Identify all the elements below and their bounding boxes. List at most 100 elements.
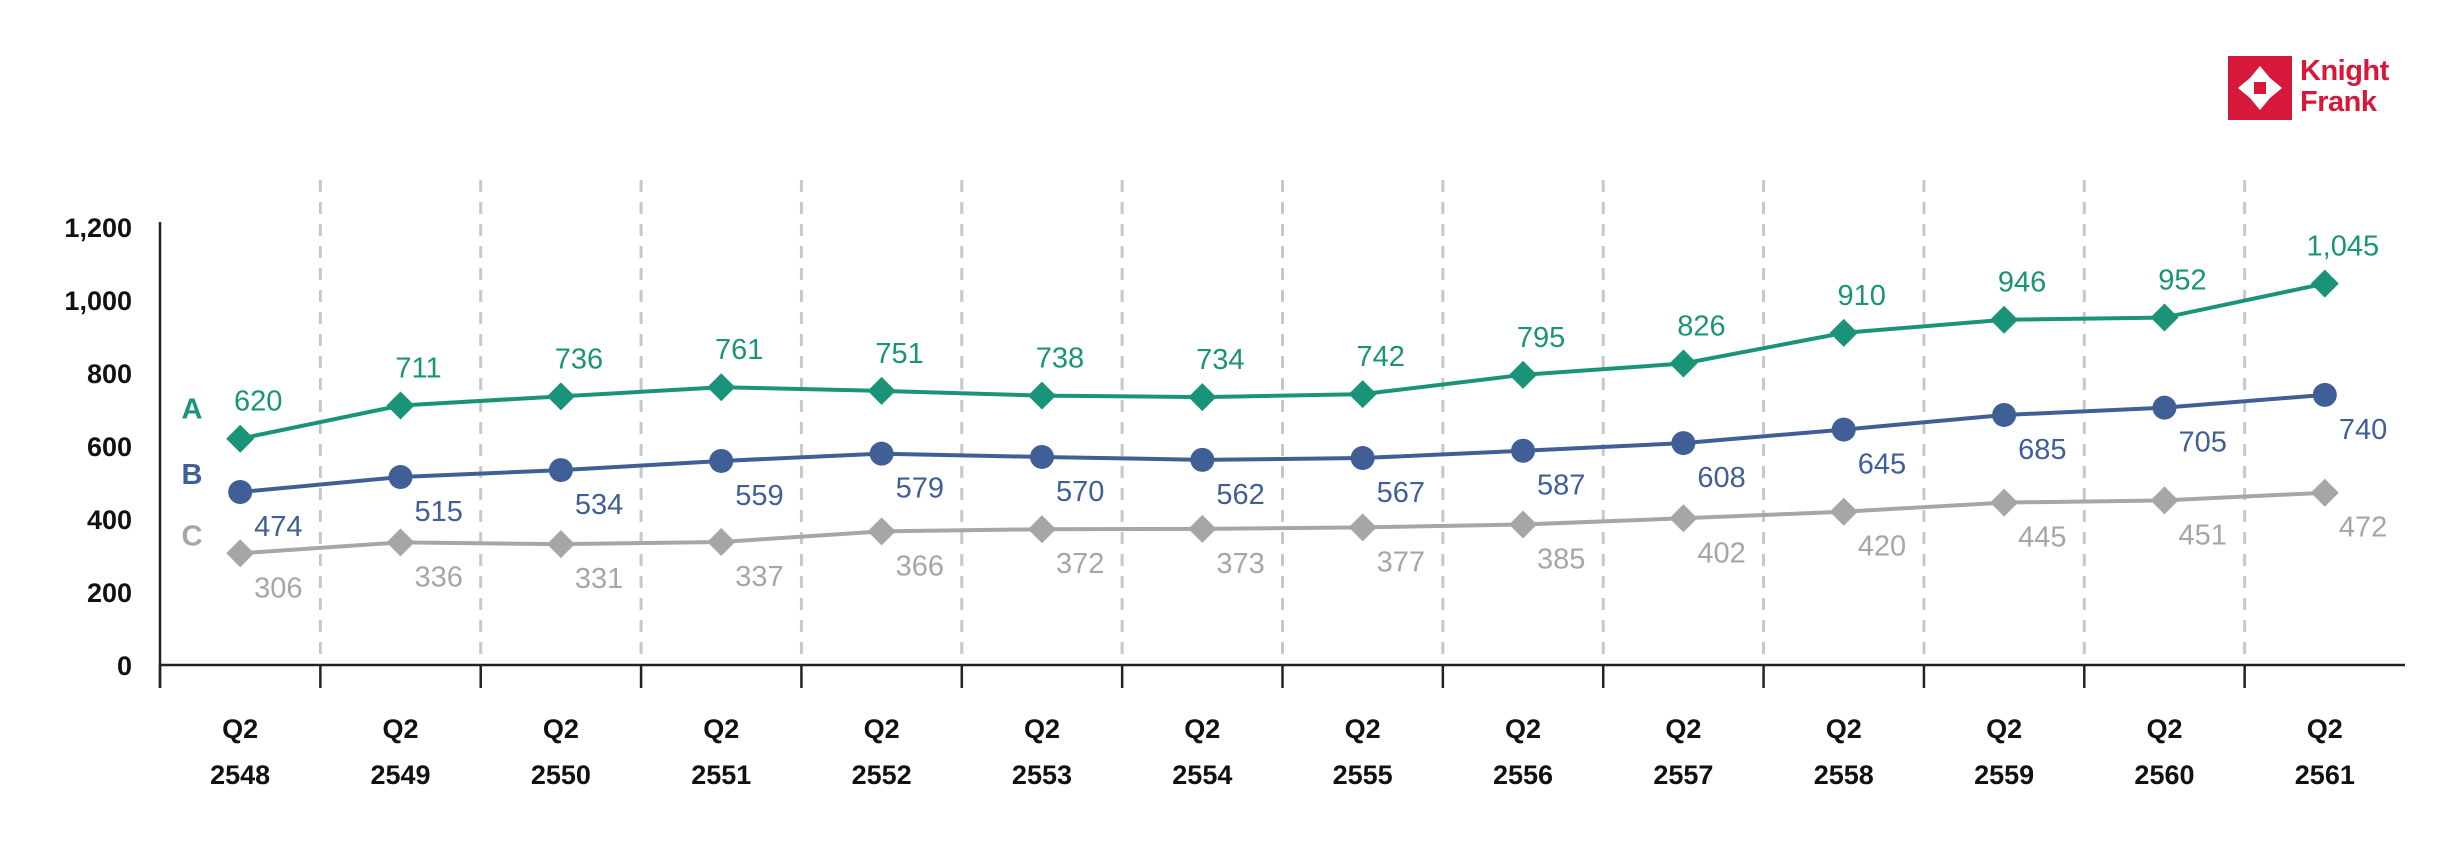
data-point	[707, 373, 736, 402]
data-point	[1188, 514, 1217, 543]
data-label: 451	[2178, 519, 2226, 551]
series-line-c	[240, 490, 2325, 556]
data-label: 372	[1056, 548, 1104, 580]
y-tick-label: 800	[87, 359, 132, 389]
data-point	[548, 458, 573, 483]
series-a: 620 711 736 761 751 738 734 742 795 826 910 946 952 1…	[182, 231, 2380, 453]
data-point	[226, 539, 255, 568]
data-point	[386, 528, 415, 557]
y-tick-label: 400	[87, 505, 132, 535]
axes: 0 200 400 600 800 1,000 1,200 Q2 2548 Q2 2549 Q2 255…	[64, 213, 2405, 790]
data-point	[1190, 447, 1215, 472]
series-c: 306 336 331 337 366 372 373 377 385 402 420 445 451 4…	[182, 478, 2387, 604]
x-tick-label-quarter: Q2	[543, 714, 579, 744]
data-label: 579	[896, 473, 944, 505]
data-point	[2152, 395, 2177, 420]
x-tick-label-year: 2555	[1333, 760, 1393, 790]
data-label: 474	[254, 511, 302, 543]
data-label: 587	[1537, 470, 1585, 502]
data-point	[1992, 402, 2017, 427]
data-point	[228, 479, 253, 504]
data-label: 331	[575, 563, 623, 595]
data-point	[1831, 417, 1856, 442]
x-tick-label-year: 2554	[1172, 760, 1232, 790]
x-tick-label-year: 2549	[370, 760, 430, 790]
data-label: 373	[1216, 548, 1264, 580]
data-point	[1350, 446, 1375, 471]
data-label: 1,045	[2307, 231, 2380, 263]
data-point	[1669, 504, 1698, 533]
x-tick-label-year: 2550	[531, 760, 591, 790]
data-point	[1027, 515, 1056, 544]
data-point	[546, 530, 575, 559]
data-point	[546, 382, 575, 411]
data-point	[1029, 444, 1054, 469]
data-label: 559	[735, 480, 783, 512]
data-label: 705	[2178, 427, 2226, 459]
x-tick-label-quarter: Q2	[2307, 714, 2343, 744]
data-label: 337	[735, 561, 783, 593]
series-line-a	[239, 281, 2326, 441]
data-point	[869, 441, 894, 466]
data-point	[1829, 318, 1858, 347]
data-point	[709, 448, 734, 473]
data-point	[386, 391, 415, 420]
x-tick-label-quarter: Q2	[864, 714, 900, 744]
x-tick-label-quarter: Q2	[1184, 714, 1220, 744]
data-label: 366	[896, 550, 944, 582]
data-label: 742	[1356, 341, 1404, 373]
series-b: 474 515 534 559 579 570 562 567 587 608 645 685 705 7…	[182, 382, 2387, 543]
x-tick-label-year: 2561	[2295, 760, 2355, 790]
data-label: 910	[1838, 280, 1886, 312]
data-point	[1669, 349, 1698, 378]
x-tick-label-quarter: Q2	[2146, 714, 2182, 744]
data-label: 515	[415, 496, 463, 528]
data-point	[1671, 431, 1696, 456]
y-tick-label: 600	[87, 432, 132, 462]
knight-frank-logo: Knight Frank	[2228, 56, 2418, 120]
x-tick-label-year: 2560	[2134, 760, 2194, 790]
data-label: 377	[1377, 546, 1425, 578]
data-point	[1348, 380, 1377, 409]
x-tick-label-quarter: Q2	[703, 714, 739, 744]
y-tick-label: 1,200	[64, 213, 132, 243]
data-point	[1990, 305, 2019, 334]
data-point	[1829, 497, 1858, 526]
data-label: 620	[234, 386, 282, 418]
data-label: 736	[555, 343, 603, 375]
data-label: 534	[575, 489, 623, 521]
grid	[318, 180, 2247, 665]
x-tick-label-year: 2558	[1814, 760, 1874, 790]
data-label: 562	[1216, 479, 1264, 511]
data-label: 952	[2158, 265, 2206, 297]
x-tick-label-quarter: Q2	[1665, 714, 1701, 744]
data-label: 711	[395, 352, 441, 384]
data-label: 420	[1858, 531, 1906, 563]
x-tick-label-quarter: Q2	[1986, 714, 2022, 744]
x-tick-label-quarter: Q2	[383, 714, 419, 744]
series-name-label: B	[182, 459, 203, 491]
data-point	[2310, 269, 2339, 298]
y-tick-label: 0	[117, 651, 132, 681]
x-tick-label-year: 2548	[210, 760, 270, 790]
data-label: 751	[875, 338, 923, 370]
data-point	[1509, 360, 1538, 389]
data-point	[2310, 478, 2339, 507]
data-label: 570	[1056, 476, 1104, 508]
data-label: 946	[1998, 267, 2046, 299]
data-label: 645	[1858, 449, 1906, 481]
data-point	[388, 465, 413, 490]
x-tick-label-quarter: Q2	[222, 714, 258, 744]
series: 620 711 736 761 751 738 734 742 795 826 910 946 952 1…	[182, 231, 2388, 605]
data-point	[2150, 486, 2179, 515]
data-point	[1188, 383, 1217, 412]
data-label: 608	[1697, 462, 1745, 494]
data-point	[1027, 381, 1056, 410]
data-label: 826	[1677, 311, 1725, 343]
data-point	[1511, 438, 1536, 463]
x-tick-label-year: 2552	[852, 760, 912, 790]
x-tick-label-year: 2556	[1493, 760, 1553, 790]
data-label: 336	[415, 561, 463, 593]
knight-frank-logo-mark-icon	[2228, 56, 2292, 120]
